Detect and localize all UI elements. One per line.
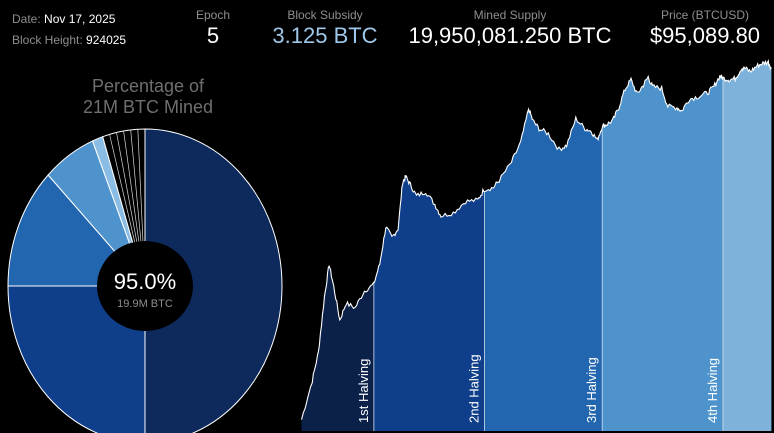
block-subsidy-stat: Block Subsidy 3.125 BTC xyxy=(265,8,385,49)
pie-center-hole xyxy=(97,241,193,331)
price-series-line xyxy=(300,58,772,420)
block-height-label: Block Height: xyxy=(12,33,83,47)
date-value: Nov 17, 2025 xyxy=(44,12,116,26)
pie-slice-epoch-2 xyxy=(7,285,146,433)
era-band-4 xyxy=(602,60,723,432)
pie-slices xyxy=(7,128,283,433)
block-height-readout: Block Height: 924025 xyxy=(12,33,126,47)
epoch-label: Epoch xyxy=(195,8,231,22)
era-band-5 xyxy=(722,60,772,432)
block-subsidy-value: 3.125 BTC xyxy=(272,23,378,48)
btc-price-area-chart: 1st Halving 2nd Halving 3rd Halving 4th Hal… xyxy=(300,58,772,432)
header-bar: Date: Nov 17, 2025 Block Height: 924025 … xyxy=(0,0,774,56)
date-label: Date: xyxy=(12,12,41,26)
price-stat: Price (BTCUSD) $95,089.80 xyxy=(640,8,770,49)
pie-center-btc-amount: 19.9M BTC xyxy=(117,298,173,310)
block-subsidy-label: Block Subsidy xyxy=(287,8,363,22)
mined-supply-value: 19,950,081.250 BTC xyxy=(408,23,612,48)
mined-supply-label: Mined Supply xyxy=(473,8,547,22)
mined-supply-pie-chart: 95.0% 19.9M BTC xyxy=(7,128,283,433)
halving-label: 3rd Halving xyxy=(584,357,599,423)
pie-slice-epoch-1 xyxy=(144,128,283,433)
epoch-stat: Epoch 5 xyxy=(188,8,238,49)
halving-label: 1st Halving xyxy=(356,359,371,423)
pie-title-line-2: 21M BTC Mined xyxy=(82,97,214,117)
pie-center-percentage: 95.0% xyxy=(114,269,176,294)
date-readout: Date: Nov 17, 2025 xyxy=(12,12,115,26)
halving-label: 4th Halving xyxy=(705,358,720,423)
mined-supply-stat: Mined Supply 19,950,081.250 BTC xyxy=(400,8,620,49)
block-height-value: 924025 xyxy=(86,33,127,47)
pie-chart-title: Percentage of 21M BTC Mined xyxy=(48,76,248,118)
price-value: $95,089.80 xyxy=(649,23,761,48)
halving-label: 2nd Halving xyxy=(467,354,482,423)
price-label: Price (BTCUSD) xyxy=(660,8,749,22)
pie-title-line-1: Percentage of xyxy=(91,76,205,96)
epoch-value: 5 xyxy=(206,23,220,48)
